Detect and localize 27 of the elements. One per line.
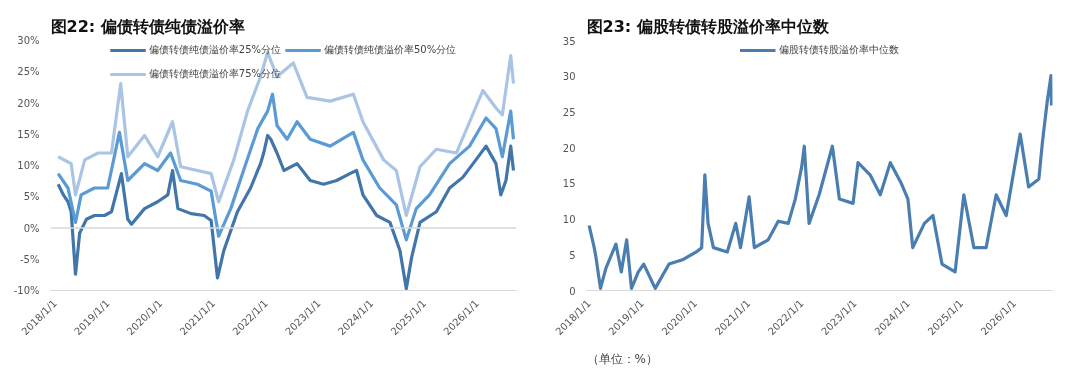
- y-tick-label: -5%: [20, 253, 40, 265]
- legend-label: 偏债转债纯债溢价率25%分位: [148, 43, 281, 57]
- y-tick-label: 15: [562, 178, 576, 190]
- y-tick-label: 10%: [17, 160, 40, 171]
- y-tick-label: 15%: [17, 128, 40, 140]
- y-tick-label: 5: [569, 249, 576, 261]
- chart-title: 图23: 偏股转债转股溢价率中位数: [586, 16, 830, 36]
- legend-label: 偏债转债纯债溢价率50%分位: [324, 43, 457, 57]
- text: （单位：%）: [586, 351, 658, 366]
- y-tick-label: 10: [562, 214, 576, 226]
- legend-label: 偏股转债转股溢价率中位数: [778, 43, 899, 57]
- line-series: [587, 73, 1053, 290]
- chart-title: 图22: 偏债转债纯债溢价率: [50, 16, 245, 36]
- y-tick-label: 30: [562, 71, 576, 83]
- y-tick-label: 25%: [17, 66, 40, 78]
- y-tick-label: 20%: [17, 97, 40, 109]
- y-tick-label: 35: [562, 35, 576, 47]
- y-tick-label: 0: [569, 285, 576, 297]
- y-tick-label: -10%: [13, 285, 40, 296]
- y-tick-label: 30%: [17, 35, 40, 46]
- y-tick-label: 0%: [23, 222, 40, 234]
- y-tick-label: 25: [562, 106, 576, 118]
- legend-label: 偏债转债纯债溢价率75%分位: [148, 67, 281, 81]
- line-series: [56, 133, 516, 291]
- line-series: [56, 92, 516, 242]
- y-tick-label: 5%: [23, 191, 40, 203]
- y-tick-label: 20: [562, 142, 576, 154]
